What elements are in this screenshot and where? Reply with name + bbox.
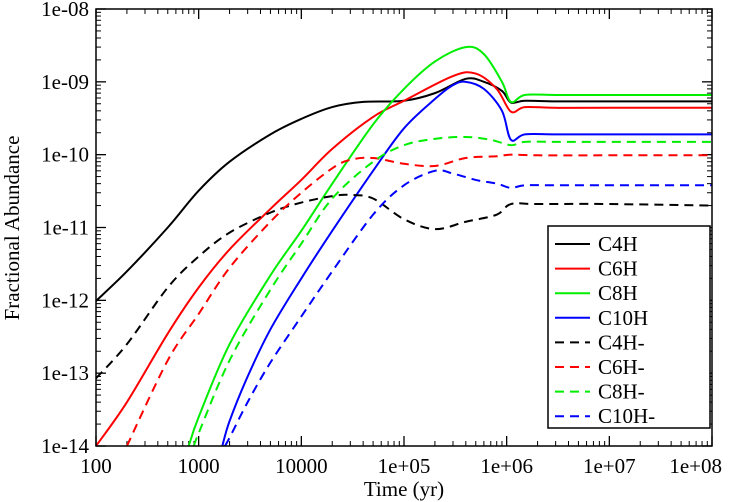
- series-line-c6h-minus: [126, 153, 712, 446]
- legend-label-c10h: C10H: [598, 306, 648, 330]
- x-tick-label: 100: [80, 454, 112, 478]
- x-tick-label: 1e+07: [583, 454, 636, 478]
- series-line-c8h: [187, 45, 712, 446]
- series-line-c4h-minus: [96, 193, 712, 379]
- y-tick-label: 1e-13: [41, 361, 89, 385]
- legend-box: [547, 225, 711, 429]
- x-tick-label: 1e+05: [378, 454, 431, 478]
- legend-label-c10h-minus: C10H-: [598, 404, 655, 428]
- legend-label-c4h: C4H: [598, 232, 638, 256]
- series-line-c10h-minus: [224, 169, 712, 446]
- legend-label-c6h: C6H: [598, 257, 638, 281]
- y-tick-label: 1e-10: [41, 143, 89, 167]
- y-tick-label: 1e-14: [41, 434, 89, 458]
- x-axis-title: Time (yr): [364, 477, 444, 501]
- series-line-c6h: [96, 71, 712, 446]
- x-tick-label: 1000: [178, 454, 220, 478]
- series-line-c10h: [221, 80, 712, 446]
- y-tick-label: 1e-08: [41, 0, 89, 21]
- series-line-c8h-minus: [193, 135, 712, 446]
- y-tick-label: 1e-09: [41, 70, 89, 94]
- x-tick-label: 1e+06: [480, 454, 533, 478]
- x-tick-label: 10000: [275, 454, 328, 478]
- series-layer: [96, 45, 712, 446]
- legend-label-c6h-minus: C6H-: [598, 355, 645, 379]
- x-tick-label: 1e+08: [669, 454, 722, 478]
- y-tick-label: 1e-12: [41, 288, 89, 312]
- y-axis-title: Fractional Abundance: [0, 136, 24, 321]
- legend-label-c4h-minus: C4H-: [598, 330, 645, 354]
- y-tick-label: 1e-11: [42, 216, 89, 240]
- plot-frame: [95, 8, 713, 447]
- legend-label-c8h-minus: C8H-: [598, 380, 645, 404]
- tick-labels: 100 1000 10000 1e+05 1e+06 1e+07 1e+08 1e-14 1e-…: [41, 0, 722, 478]
- legend-label-c8h: C8H: [598, 281, 638, 305]
